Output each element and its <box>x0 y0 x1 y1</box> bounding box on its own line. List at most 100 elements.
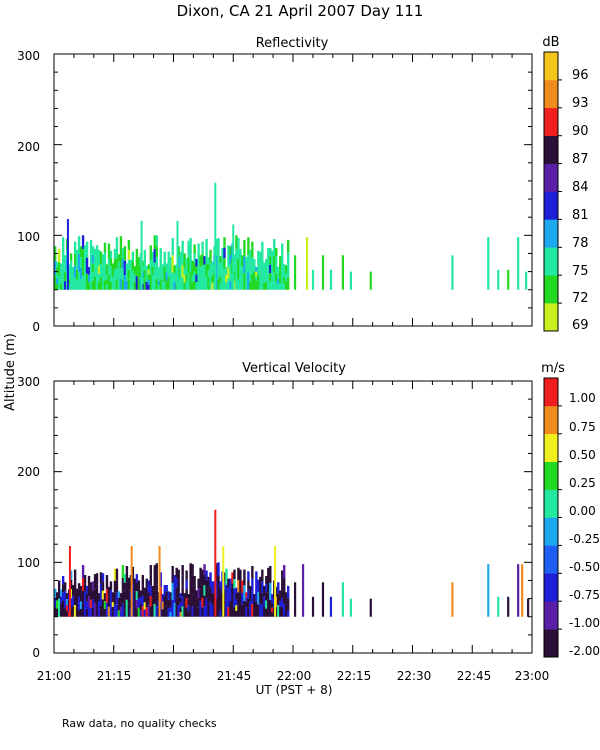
echo-column <box>329 269 333 290</box>
base-echo-cell <box>69 588 73 599</box>
base-echo-cell <box>287 277 290 290</box>
base-echo-cell <box>251 257 254 274</box>
base-echo-cell <box>91 590 95 600</box>
base-echo-cell <box>71 606 75 617</box>
base-echo-cell <box>263 269 266 277</box>
base-echo-cell <box>233 607 236 617</box>
base-echo-cell <box>113 248 117 260</box>
base-echo-cell <box>193 280 196 290</box>
base-echo-cell <box>199 266 202 279</box>
base-echo-cell <box>165 604 168 611</box>
base-echo-cell <box>177 569 180 582</box>
base-echo-cell <box>177 593 180 605</box>
echo-spike <box>140 220 143 290</box>
base-echo-cell <box>279 262 282 270</box>
base-echo-cell <box>267 592 270 605</box>
base-echo-cell <box>81 248 85 263</box>
base-echo-cell <box>205 598 208 608</box>
base-echo-cell <box>187 273 190 290</box>
echo-column <box>487 564 490 617</box>
base-echo-cell <box>147 279 150 285</box>
base-echo-cell <box>91 254 95 264</box>
echo-column <box>293 255 297 290</box>
base-echo-cell <box>75 279 79 290</box>
x-tick-label: 22:30 <box>397 669 432 683</box>
y-tick-label: 100 <box>17 230 40 244</box>
base-echo-cell <box>235 276 238 290</box>
base-echo-cell <box>263 585 266 597</box>
base-echo-cell <box>197 266 200 279</box>
figure-title: Dixon, CA 21 April 2007 Day 111 <box>177 2 424 20</box>
base-echo-cell <box>237 580 240 593</box>
base-echo-cell <box>95 267 99 279</box>
base-echo-cell <box>275 281 278 290</box>
base-echo-cell <box>187 257 190 274</box>
base-echo-cell <box>253 601 256 610</box>
base-echo-cell <box>149 596 152 607</box>
base-echo-cell <box>275 606 278 617</box>
base-echo-cell <box>279 595 282 601</box>
base-echo-cell <box>285 592 288 601</box>
base-echo-cell <box>217 269 220 280</box>
base-echo-cell <box>195 607 198 617</box>
base-echo-cell <box>135 574 139 583</box>
base-echo-cell <box>151 274 154 283</box>
base-echo-cell <box>227 578 230 589</box>
x-tick-label: 21:45 <box>217 669 252 683</box>
echo-column <box>349 598 352 617</box>
base-echo-cell <box>287 604 290 611</box>
base-echo-cell <box>101 254 105 267</box>
base-echo-cell <box>57 580 61 590</box>
base-echo-cell <box>179 264 182 278</box>
base-echo-cell <box>221 268 224 280</box>
base-echo-cell <box>75 607 79 617</box>
base-echo-cell <box>207 603 210 617</box>
base-echo-cell <box>149 575 152 586</box>
base-echo-cell <box>189 255 192 273</box>
base-echo-cell <box>195 599 198 608</box>
base-echo-cell <box>63 281 67 290</box>
base-echo-cell <box>77 254 81 272</box>
colorbar-swatch <box>544 601 558 630</box>
base-echo-cell <box>107 243 111 259</box>
base-echo-cell <box>95 573 99 585</box>
base-echo-cell <box>219 581 222 589</box>
base-echo-cell <box>135 276 139 290</box>
base-echo-cell <box>185 281 188 290</box>
base-echo-cell <box>83 245 87 261</box>
base-echo-cell <box>93 588 97 603</box>
base-echo-cell <box>163 266 166 275</box>
base-echo-cell <box>273 272 276 290</box>
base-echo-cell <box>219 588 222 596</box>
base-echo-cell <box>185 607 188 617</box>
base-echo-cell <box>59 283 63 290</box>
base-echo-cell <box>227 588 230 598</box>
base-echo-cell <box>161 594 164 602</box>
base-echo-cell <box>125 272 129 281</box>
base-echo-cell <box>269 256 272 265</box>
base-echo-cell <box>55 284 59 290</box>
colorbar-swatch <box>544 629 558 658</box>
colorbar-swatch <box>544 52 558 81</box>
base-echo-cell <box>267 580 270 593</box>
base-echo-cell <box>245 265 248 274</box>
colorbar-label: 87 <box>572 152 589 167</box>
base-echo-cell <box>251 591 254 605</box>
base-echo-cell <box>105 284 109 290</box>
base-echo-cell <box>235 248 238 263</box>
base-echo-cell <box>153 248 156 263</box>
base-echo-cell <box>131 261 135 271</box>
base-echo-cell <box>143 602 147 610</box>
base-echo-cell <box>215 255 218 273</box>
base-echo-cell <box>217 248 220 259</box>
base-echo-cell <box>119 597 123 603</box>
colorbar-swatch <box>544 573 558 602</box>
base-echo-cell <box>191 574 194 586</box>
base-echo-cell <box>131 583 135 601</box>
colorbar-label: 90 <box>572 124 589 139</box>
base-echo-cell <box>251 241 254 258</box>
base-echo-cell <box>63 590 67 600</box>
base-echo-cell <box>149 245 152 261</box>
echo-column <box>521 564 524 617</box>
base-echo-cell <box>117 275 121 283</box>
